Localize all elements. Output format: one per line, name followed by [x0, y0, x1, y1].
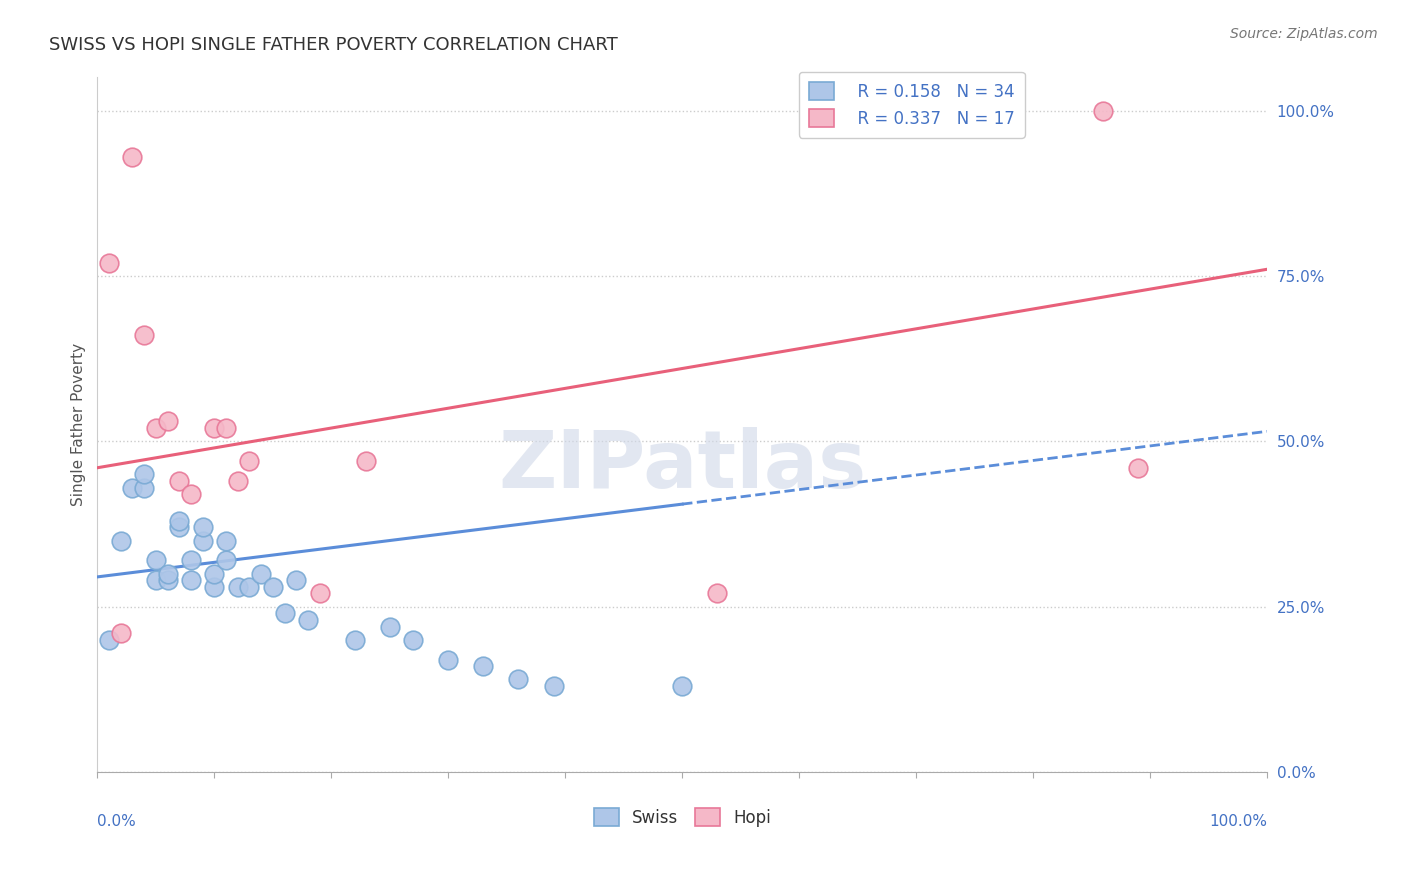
- Point: [191, 520, 214, 534]
- Point: [134, 481, 156, 495]
- Point: [202, 566, 225, 581]
- Point: [671, 679, 693, 693]
- Point: [121, 150, 143, 164]
- Text: SWISS VS HOPI SINGLE FATHER POVERTY CORRELATION CHART: SWISS VS HOPI SINGLE FATHER POVERTY CORR…: [49, 36, 619, 54]
- Point: [297, 613, 319, 627]
- Point: [472, 659, 495, 673]
- Point: [706, 586, 728, 600]
- Point: [156, 414, 179, 428]
- Point: [145, 573, 167, 587]
- Point: [145, 553, 167, 567]
- Point: [238, 454, 260, 468]
- Point: [180, 553, 202, 567]
- Point: [215, 533, 238, 548]
- Point: [121, 481, 143, 495]
- Point: [202, 580, 225, 594]
- Point: [308, 586, 330, 600]
- Point: [1092, 103, 1115, 118]
- Point: [167, 520, 190, 534]
- Point: [98, 255, 121, 269]
- Point: [134, 467, 156, 482]
- Point: [156, 573, 179, 587]
- Point: [238, 580, 260, 594]
- Point: [202, 421, 225, 435]
- Point: [110, 533, 132, 548]
- Point: [285, 573, 308, 587]
- Point: [167, 474, 190, 488]
- Point: [543, 679, 565, 693]
- Point: [134, 328, 156, 343]
- Point: [273, 607, 295, 621]
- Point: [378, 619, 401, 633]
- Text: 100.0%: 100.0%: [1209, 814, 1267, 829]
- Point: [250, 566, 273, 581]
- Point: [167, 514, 190, 528]
- Point: [262, 580, 284, 594]
- Point: [226, 474, 249, 488]
- Point: [180, 487, 202, 501]
- Point: [215, 421, 238, 435]
- Y-axis label: Single Father Poverty: Single Father Poverty: [72, 343, 86, 507]
- Point: [110, 626, 132, 640]
- Point: [156, 566, 179, 581]
- Point: [343, 632, 366, 647]
- Point: [356, 454, 378, 468]
- Point: [508, 673, 530, 687]
- Point: [226, 580, 249, 594]
- Point: [145, 421, 167, 435]
- Point: [180, 573, 202, 587]
- Point: [191, 533, 214, 548]
- Point: [98, 632, 121, 647]
- Text: 0.0%: 0.0%: [97, 814, 136, 829]
- Point: [215, 553, 238, 567]
- Point: [402, 632, 425, 647]
- Legend: Swiss, Hopi: Swiss, Hopi: [586, 801, 778, 833]
- Point: [1128, 460, 1150, 475]
- Text: Source: ZipAtlas.com: Source: ZipAtlas.com: [1230, 27, 1378, 41]
- Point: [437, 652, 460, 666]
- Text: ZIPatlas: ZIPatlas: [498, 427, 866, 506]
